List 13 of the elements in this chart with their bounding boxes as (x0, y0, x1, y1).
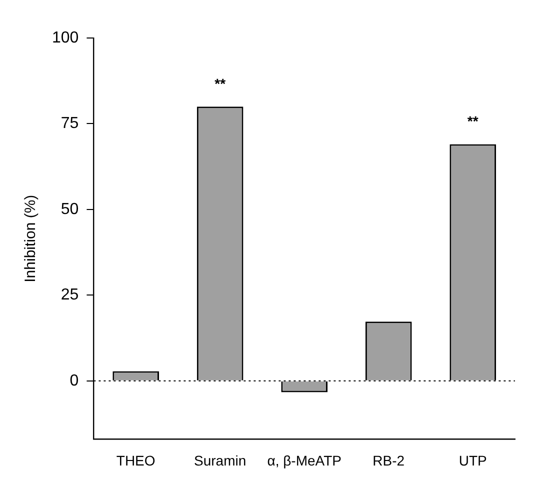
y-axis-title: Inhibition (%) (22, 194, 40, 282)
x-tick-label: UTP (458, 452, 487, 468)
x-tick-label: THEO (116, 452, 156, 468)
y-tick-label: 25 (60, 286, 79, 304)
y-tick-label: 50 (60, 200, 79, 218)
x-tick-label: Suramin (194, 452, 246, 468)
y-tick-label: 75 (60, 115, 79, 132)
y-tick-label: 100 (52, 29, 79, 46)
annotation: ** (214, 75, 226, 92)
x-tick-label: RB-2 (372, 452, 405, 468)
y-tick-label: 0 (70, 372, 79, 390)
x-tick-label: α, β-MeATP (267, 452, 342, 468)
annotation: ** (467, 113, 479, 130)
